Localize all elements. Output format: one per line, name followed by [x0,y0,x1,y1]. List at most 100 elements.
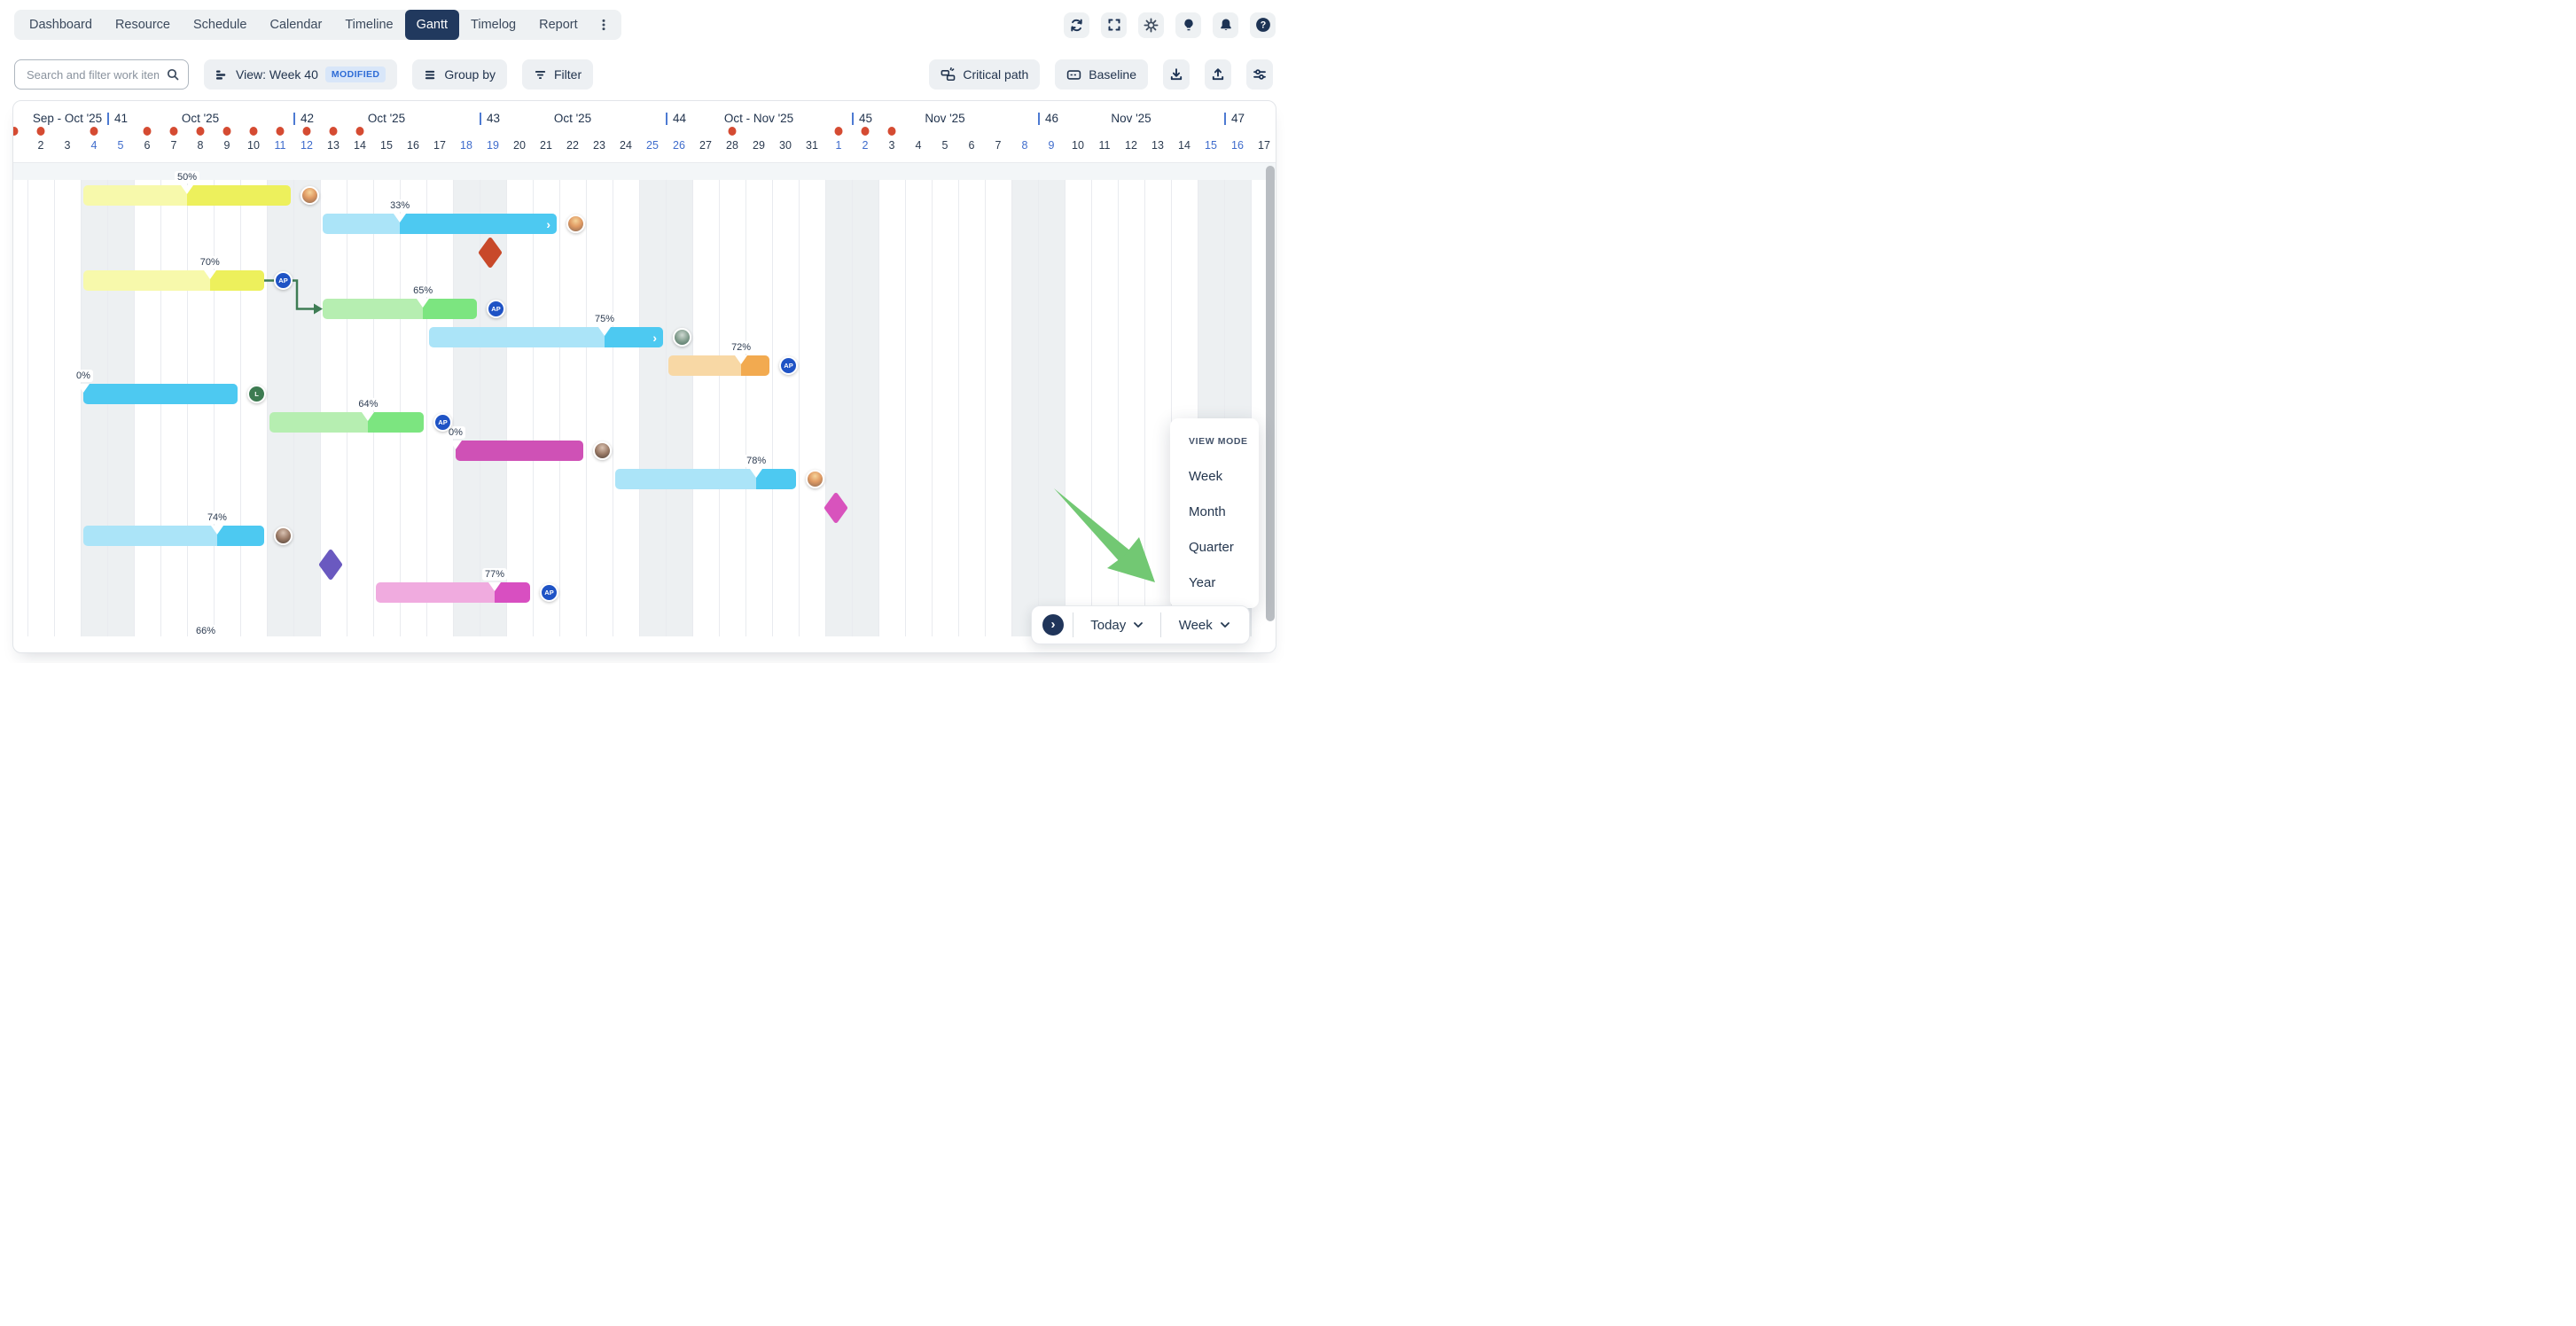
progress-label: 33% [387,199,413,212]
assignee-avatar[interactable]: AP [487,300,505,318]
filter-button[interactable]: Filter [522,59,594,90]
upload-icon [1212,68,1224,81]
milestone-red[interactable] [478,237,503,269]
view-button[interactable]: View: Week 40 MODIFIED [204,59,398,90]
milestone-dot [887,127,896,136]
task-bar[interactable] [376,582,530,603]
idea-button[interactable] [1175,12,1201,38]
task-bar-remaining [187,185,291,206]
day-gridline [639,180,640,636]
progress-label: 0% [446,426,465,439]
expand-subtasks-icon[interactable]: › [652,330,657,345]
assignee-avatar[interactable]: AP [274,271,293,290]
scroll-right-button[interactable]: › [1042,614,1064,636]
help-button[interactable]: ? [1250,12,1276,38]
search-input[interactable] [25,66,160,82]
assignee-avatar[interactable]: L [247,385,266,403]
timeline-week-marker: 41 [107,112,128,125]
timeline-day-number: 8 [1021,139,1028,152]
chart-settings-button[interactable] [1246,59,1273,90]
progress-notch [77,384,90,393]
fullscreen-icon [1108,19,1120,31]
nav-tab-timeline[interactable]: Timeline [333,10,404,40]
nav-tab-schedule[interactable]: Schedule [182,10,258,40]
export-download-button[interactable] [1163,59,1190,90]
task-bar[interactable] [615,469,796,489]
assignee-avatar[interactable] [673,328,691,347]
timeline-day-number: 8 [197,139,204,152]
download-icon [1170,68,1183,81]
timeline-day-number: 13 [1151,139,1164,152]
nav-tab-timelog[interactable]: Timelog [459,10,527,40]
today-button[interactable]: Today [1082,618,1151,633]
progress-label: 50% [174,171,200,183]
task-bar-remaining [741,355,769,376]
assignee-avatar[interactable] [301,186,319,205]
assignee-avatar[interactable]: AP [540,583,558,602]
today-label: Today [1090,617,1127,633]
task-bar[interactable] [83,526,264,546]
milestone-dot [302,127,311,136]
task-bar[interactable] [456,441,583,461]
vertical-scrollbar-thumb[interactable] [1266,166,1275,621]
milestone-dot [13,127,19,136]
task-bar[interactable] [83,185,291,206]
view-mode-option-quarter[interactable]: Quarter [1189,539,1234,555]
group-by-button[interactable]: Group by [412,59,507,90]
task-bar-remaining [456,441,583,461]
assignee-avatar[interactable] [593,441,612,460]
weekend-band [1011,180,1038,636]
day-gridline [559,180,560,636]
timeline-month-label: Oct '25 [367,112,406,125]
assignee-avatar[interactable]: AP [779,356,798,375]
assignee-avatar[interactable]: AP [433,413,452,432]
critical-path-button[interactable]: Critical path [929,59,1041,90]
expand-subtasks-icon[interactable]: › [546,216,550,231]
assignee-avatar[interactable] [274,526,293,545]
fullscreen-button[interactable] [1101,12,1127,38]
nav-tab-resource[interactable]: Resource [104,10,182,40]
timeline-day-number: 12 [301,139,313,152]
settings-button[interactable] [1138,12,1164,38]
more-menu-button[interactable] [589,10,618,40]
task-bar[interactable]: › [429,327,663,347]
task-bar[interactable] [269,412,424,433]
sync-icon [1071,19,1082,31]
task-bar[interactable] [668,355,769,376]
sync-button[interactable] [1064,12,1089,38]
task-bar[interactable] [83,384,238,404]
gantt-app: Dashboard Resource Schedule Calendar Timelin… [0,0,1288,663]
timeline-day-number: 2 [37,139,44,152]
baseline-button[interactable]: Baseline [1055,59,1148,90]
assignee-avatar[interactable] [566,214,585,233]
view-mode-option-year[interactable]: Year [1189,574,1216,590]
milestone-pink[interactable] [824,492,848,524]
milestone-purple[interactable] [318,549,343,581]
week-number: 41 [114,112,129,125]
nav-tab-calendar[interactable]: Calendar [258,10,333,40]
view-mode-select[interactable]: Week [1170,618,1239,633]
task-bar[interactable] [323,299,477,319]
timeline-day-number: 4 [915,139,922,152]
modified-badge: MODIFIED [324,66,386,82]
nav-tab-gantt[interactable]: Gantt [404,10,460,40]
view-mode-option-week[interactable]: Week [1189,468,1223,484]
task-bar[interactable] [83,270,264,291]
progress-notch [449,441,462,449]
task-bar[interactable]: › [323,214,557,234]
milestone-dot [222,127,231,136]
week-number: 45 [859,112,873,125]
view-mode-value: Week [1178,617,1213,633]
assignee-avatar[interactable] [806,470,824,488]
timeline-day-number: 18 [460,139,472,152]
nav-tab-dashboard[interactable]: Dashboard [18,10,104,40]
timeline-day-number: 15 [380,139,393,152]
baseline-label: Baseline [1089,67,1136,82]
timeline-month-label: Oct '25 [181,112,220,125]
nav-actions: ? [1064,12,1276,38]
import-upload-button[interactable] [1205,59,1231,90]
nav-tab-report[interactable]: Report [527,10,589,40]
view-mode-option-month[interactable]: Month [1189,503,1226,519]
notifications-button[interactable] [1213,12,1238,38]
progress-label: 66% [192,625,219,637]
